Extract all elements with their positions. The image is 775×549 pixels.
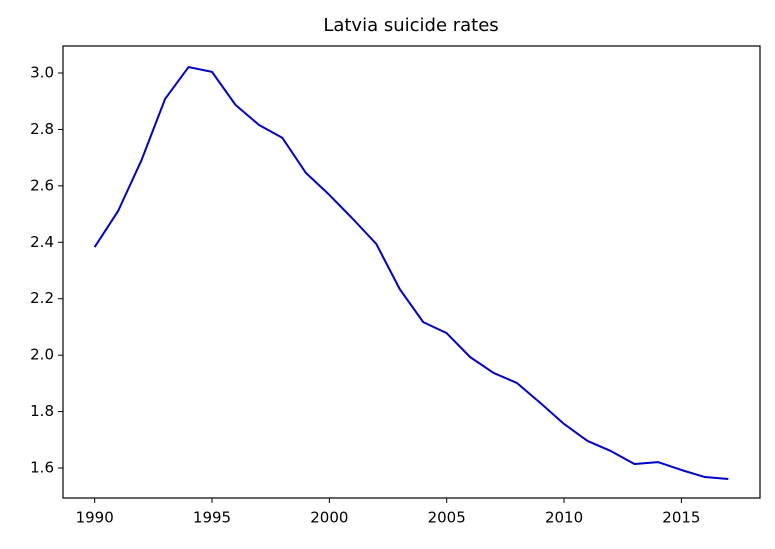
x-tick-label: 2010: [545, 509, 583, 527]
plot-frame: [62, 45, 761, 499]
y-tick-label: 2.0: [30, 346, 54, 364]
y-tick-label: 1.6: [30, 459, 54, 477]
y-tick-label: 2.8: [30, 120, 54, 138]
x-tick-label: 2005: [428, 509, 466, 527]
x-tick-label: 2015: [662, 509, 700, 527]
x-tick-label: 2000: [310, 509, 348, 527]
line-series: [93, 66, 729, 481]
chart-title: Latvia suicide rates: [323, 15, 498, 36]
x-tick-label: 1990: [76, 509, 114, 527]
y-tick-label: 1.8: [30, 402, 54, 420]
y-tick-label: 3.0: [30, 64, 54, 82]
x-tick-label: 1995: [193, 509, 231, 527]
y-tick-label: 2.6: [30, 176, 54, 194]
y-tick-label: 2.2: [30, 289, 54, 307]
y-tick-label: 2.4: [30, 233, 54, 251]
